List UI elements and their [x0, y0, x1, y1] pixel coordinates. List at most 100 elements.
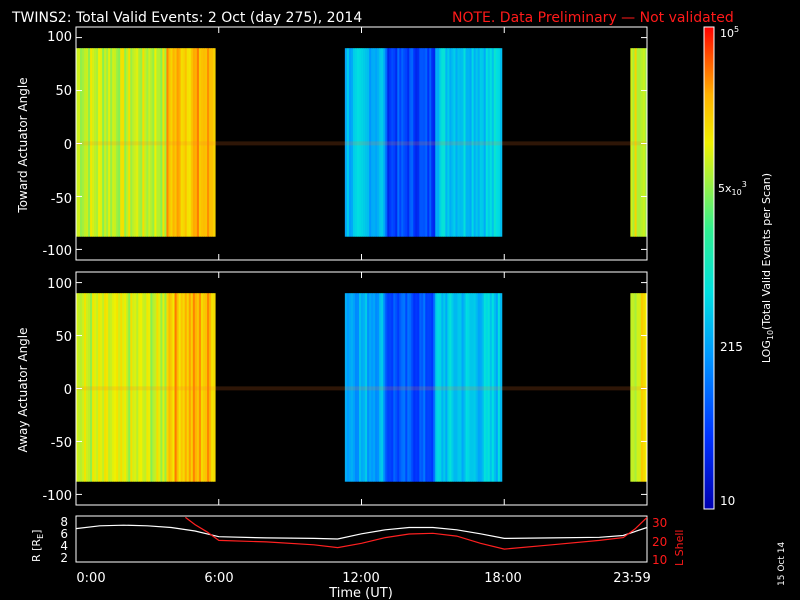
heatmap-column	[92, 293, 95, 482]
heatmap-column	[399, 293, 402, 482]
heatmap-column	[94, 293, 97, 482]
heatmap-column	[170, 293, 173, 482]
heatmap-column	[194, 48, 198, 237]
heatmap-column	[493, 48, 497, 237]
heatmap-column	[192, 48, 196, 237]
heatmap-column	[190, 293, 194, 482]
heatmap-column	[156, 48, 159, 237]
heatmap-column	[387, 48, 390, 237]
heatmap-column	[200, 293, 204, 482]
heatmap-column	[636, 293, 640, 482]
heatmap-column	[112, 48, 115, 237]
top-ytick-50: 50	[55, 84, 72, 99]
heatmap-column	[180, 48, 184, 237]
heatmap-column	[640, 48, 644, 237]
heatmap-column	[636, 48, 640, 237]
heatmap-column	[487, 293, 491, 482]
heatmap-column	[174, 293, 177, 482]
bottom-ylabel: Away Actuator Angle	[16, 327, 30, 452]
heatmap-column	[437, 48, 440, 237]
heatmap-column	[182, 48, 186, 237]
heatmap-column	[413, 293, 416, 482]
heatmap-column	[425, 293, 428, 482]
heatmap-column	[471, 293, 475, 482]
heatmap-column	[130, 293, 133, 482]
heatmap-column	[361, 48, 364, 237]
heatmap-column	[493, 293, 497, 482]
heatmap-column	[186, 48, 190, 237]
heatmap-column	[196, 293, 200, 482]
heatmap-column	[112, 293, 115, 482]
heatmap-column	[120, 48, 123, 237]
heatmap-column	[419, 293, 422, 482]
heatmap-column	[453, 293, 456, 482]
heatmap-column	[94, 48, 97, 237]
heatmap-column	[166, 293, 169, 482]
r-tick-2: 2	[60, 551, 68, 565]
heatmap-column	[429, 293, 432, 482]
heatmap-column	[162, 48, 165, 237]
heatmap-column	[483, 48, 487, 237]
heatmap-column	[415, 48, 418, 237]
heatmap-column	[443, 293, 446, 482]
heatmap-column	[188, 48, 192, 237]
r-distance-line	[75, 524, 648, 540]
l-tick-10: 10	[652, 553, 667, 567]
heatmap-column	[373, 293, 376, 482]
heatmap-column	[485, 48, 489, 237]
heatmap-column	[393, 293, 396, 482]
heatmap-column	[180, 293, 184, 482]
heatmap-column	[363, 293, 366, 482]
heatmap-column	[497, 48, 501, 237]
heatmap-column	[475, 293, 479, 482]
heatmap-column	[114, 48, 117, 237]
heatmap-column	[489, 293, 493, 482]
heatmap-column	[644, 48, 648, 237]
heatmap-column	[431, 48, 434, 237]
heatmap-column	[381, 48, 384, 237]
heatmap-column	[487, 48, 491, 237]
heatmap-column	[433, 293, 436, 482]
top-ytick-0: 0	[64, 138, 72, 153]
heatmap-column	[110, 293, 113, 482]
xtick-2359: 23:59	[613, 571, 650, 586]
heatmap-column	[186, 293, 190, 482]
cb-tick-1e5: 105	[720, 25, 739, 40]
heatmap-column	[80, 48, 83, 237]
heatmap-column	[371, 48, 374, 237]
heatmap-column	[395, 293, 398, 482]
heatmap-column	[205, 293, 208, 482]
heatmap-column	[367, 293, 370, 482]
heatmap-column	[142, 293, 145, 482]
heatmap-column	[142, 48, 145, 237]
heatmap-column	[634, 293, 637, 482]
heatmap-column	[184, 293, 188, 482]
heatmap-column	[122, 293, 125, 482]
heatmap-column	[209, 48, 212, 237]
heatmap-column	[423, 48, 426, 237]
heatmap-column	[375, 48, 378, 237]
heatmap-column	[110, 48, 113, 237]
top-y-ticks: 100 50 0 -50 -100	[42, 30, 72, 259]
heatmap-column	[82, 293, 85, 482]
heatmap-column	[459, 293, 462, 482]
heatmap-column	[164, 48, 167, 237]
heatmap-column	[138, 293, 141, 482]
heatmap-column	[146, 48, 149, 237]
heatmap-column	[202, 293, 206, 482]
axis-ticks	[76, 27, 647, 562]
heatmap-column	[644, 293, 648, 482]
heatmap-column	[108, 293, 111, 482]
heatmap-column	[475, 48, 479, 237]
heatmap-column	[491, 48, 495, 237]
top-ytick-100: 100	[47, 30, 72, 45]
orbit-panel-frame	[75, 515, 648, 563]
heatmap-column	[427, 48, 430, 237]
heatmap-column	[377, 293, 380, 482]
heatmap-column	[176, 293, 179, 482]
heatmap-column	[467, 293, 470, 482]
cb-tick-5e3: 5x103	[718, 180, 747, 197]
heatmap-column	[356, 48, 360, 237]
heatmap-column	[132, 48, 135, 237]
heatmap-column	[80, 293, 83, 482]
